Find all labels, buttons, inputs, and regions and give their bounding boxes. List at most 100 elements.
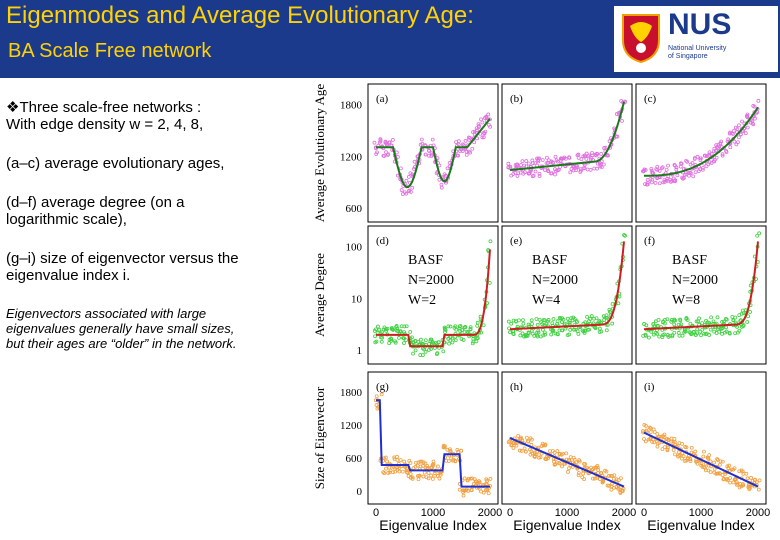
scatter-point: [650, 439, 655, 444]
scatter-point: [687, 173, 691, 178]
panel-frame-5: [501, 225, 633, 365]
scatter-point: [698, 158, 703, 162]
scatter-point: [701, 454, 706, 459]
scatter-point: [441, 349, 446, 354]
scatter-point: [513, 441, 518, 446]
scatter-point: [656, 317, 661, 322]
scatter-point: [595, 166, 600, 171]
scatter-point: [665, 333, 670, 337]
scatter-point: [572, 327, 577, 332]
scatter-point: [592, 316, 596, 321]
scatter-point: [410, 475, 415, 480]
scatter-point: [660, 447, 665, 452]
scatter-point: [511, 446, 516, 450]
scatter-point: [717, 329, 722, 334]
scatter-point: [731, 129, 736, 133]
logo-text: NUS: [668, 8, 732, 41]
scatter-point: [753, 116, 757, 121]
scatter-point: [397, 336, 401, 340]
scatter-point: [447, 341, 451, 346]
scatter-point: [453, 459, 458, 463]
logo-sub-line2: of Singapore: [668, 53, 708, 60]
scatter-point: [463, 488, 468, 493]
scatter-point: [565, 316, 570, 321]
scatter-point: [448, 324, 453, 329]
scatter-point: [481, 135, 486, 140]
scatter-point: [475, 336, 480, 340]
scatter-point: [583, 329, 587, 334]
scatter-point: [653, 180, 658, 185]
scatter-point: [555, 449, 560, 453]
basf-label-2: BASF: [532, 253, 567, 268]
diamond-bullet-icon: ❖: [6, 99, 20, 116]
scatter-point: [534, 331, 539, 335]
scatter-point: [670, 333, 675, 338]
scatter-point: [736, 135, 741, 140]
scatter-point: [508, 164, 513, 169]
xtick-1-0: 0: [507, 507, 513, 519]
scatter-point: [523, 449, 528, 454]
scatter-point: [715, 315, 720, 320]
scatter-point: [408, 329, 413, 334]
ytick-eig-2: 600: [346, 453, 363, 465]
scatter-point: [731, 318, 736, 323]
scatter-point: [516, 433, 521, 438]
ytick-eig-0: 1800: [340, 387, 363, 399]
scatter-point: [709, 152, 714, 156]
scatter-point: [511, 331, 516, 336]
scatter-point: [372, 140, 377, 145]
scatter-point: [680, 333, 685, 338]
scatter-point: [559, 452, 564, 457]
ytick-deg-0: 100: [346, 242, 363, 254]
scatter-point: [579, 168, 583, 173]
scatter-point: [752, 104, 757, 109]
scatter-point: [609, 487, 614, 492]
xtick-2-2: 2000: [746, 507, 770, 519]
scatter-point: [443, 330, 447, 334]
scatter-point: [687, 170, 692, 175]
scatter-point: [643, 168, 648, 172]
scatter-point: [387, 341, 392, 346]
scatter-point: [425, 464, 430, 468]
scatter-point: [383, 455, 388, 460]
scatter-point: [675, 443, 680, 448]
scatter-point: [458, 328, 463, 333]
scatter-point: [462, 476, 467, 481]
scatter-point: [391, 138, 395, 142]
scatter-point: [519, 449, 524, 453]
scatter-point: [644, 423, 648, 428]
scatter-point: [387, 140, 392, 145]
scatter-point: [607, 309, 612, 314]
scatter-point: [715, 471, 720, 476]
scatter-point: [439, 185, 444, 190]
scatter-point: [430, 137, 435, 142]
scatter-point: [404, 178, 409, 183]
row-label-3: Size of Eigenvector: [312, 386, 327, 489]
scatter-point: [657, 181, 662, 186]
scatter-point: [708, 459, 713, 464]
scatter-point: [754, 480, 759, 485]
panel-frame-3: [635, 83, 767, 223]
bullet-3-line1: (d–f) average degree (on a: [6, 194, 185, 211]
scatter-point: [720, 319, 724, 324]
scatter-point: [724, 477, 729, 482]
scatter-point: [419, 459, 424, 464]
scatter-point: [567, 466, 571, 471]
scatter-point: [553, 154, 558, 159]
scatter-point: [397, 469, 402, 474]
scatter-point: [455, 448, 460, 452]
scatter-point: [655, 432, 660, 436]
scatter-point: [468, 327, 473, 332]
scatter-point: [414, 460, 418, 465]
scatter-point: [374, 394, 379, 399]
trend-line-7: [376, 399, 490, 488]
scatter-point: [544, 321, 549, 326]
scatter-point: [523, 170, 527, 175]
scatter-point: [407, 189, 412, 194]
scatter-point: [542, 318, 547, 323]
scatter-point: [485, 478, 490, 483]
row-label-1: Average Evolutionary Age: [312, 84, 327, 223]
n-label-1: N=2000: [408, 273, 454, 288]
scatter-point: [552, 462, 557, 467]
scatter-point: [616, 301, 621, 306]
